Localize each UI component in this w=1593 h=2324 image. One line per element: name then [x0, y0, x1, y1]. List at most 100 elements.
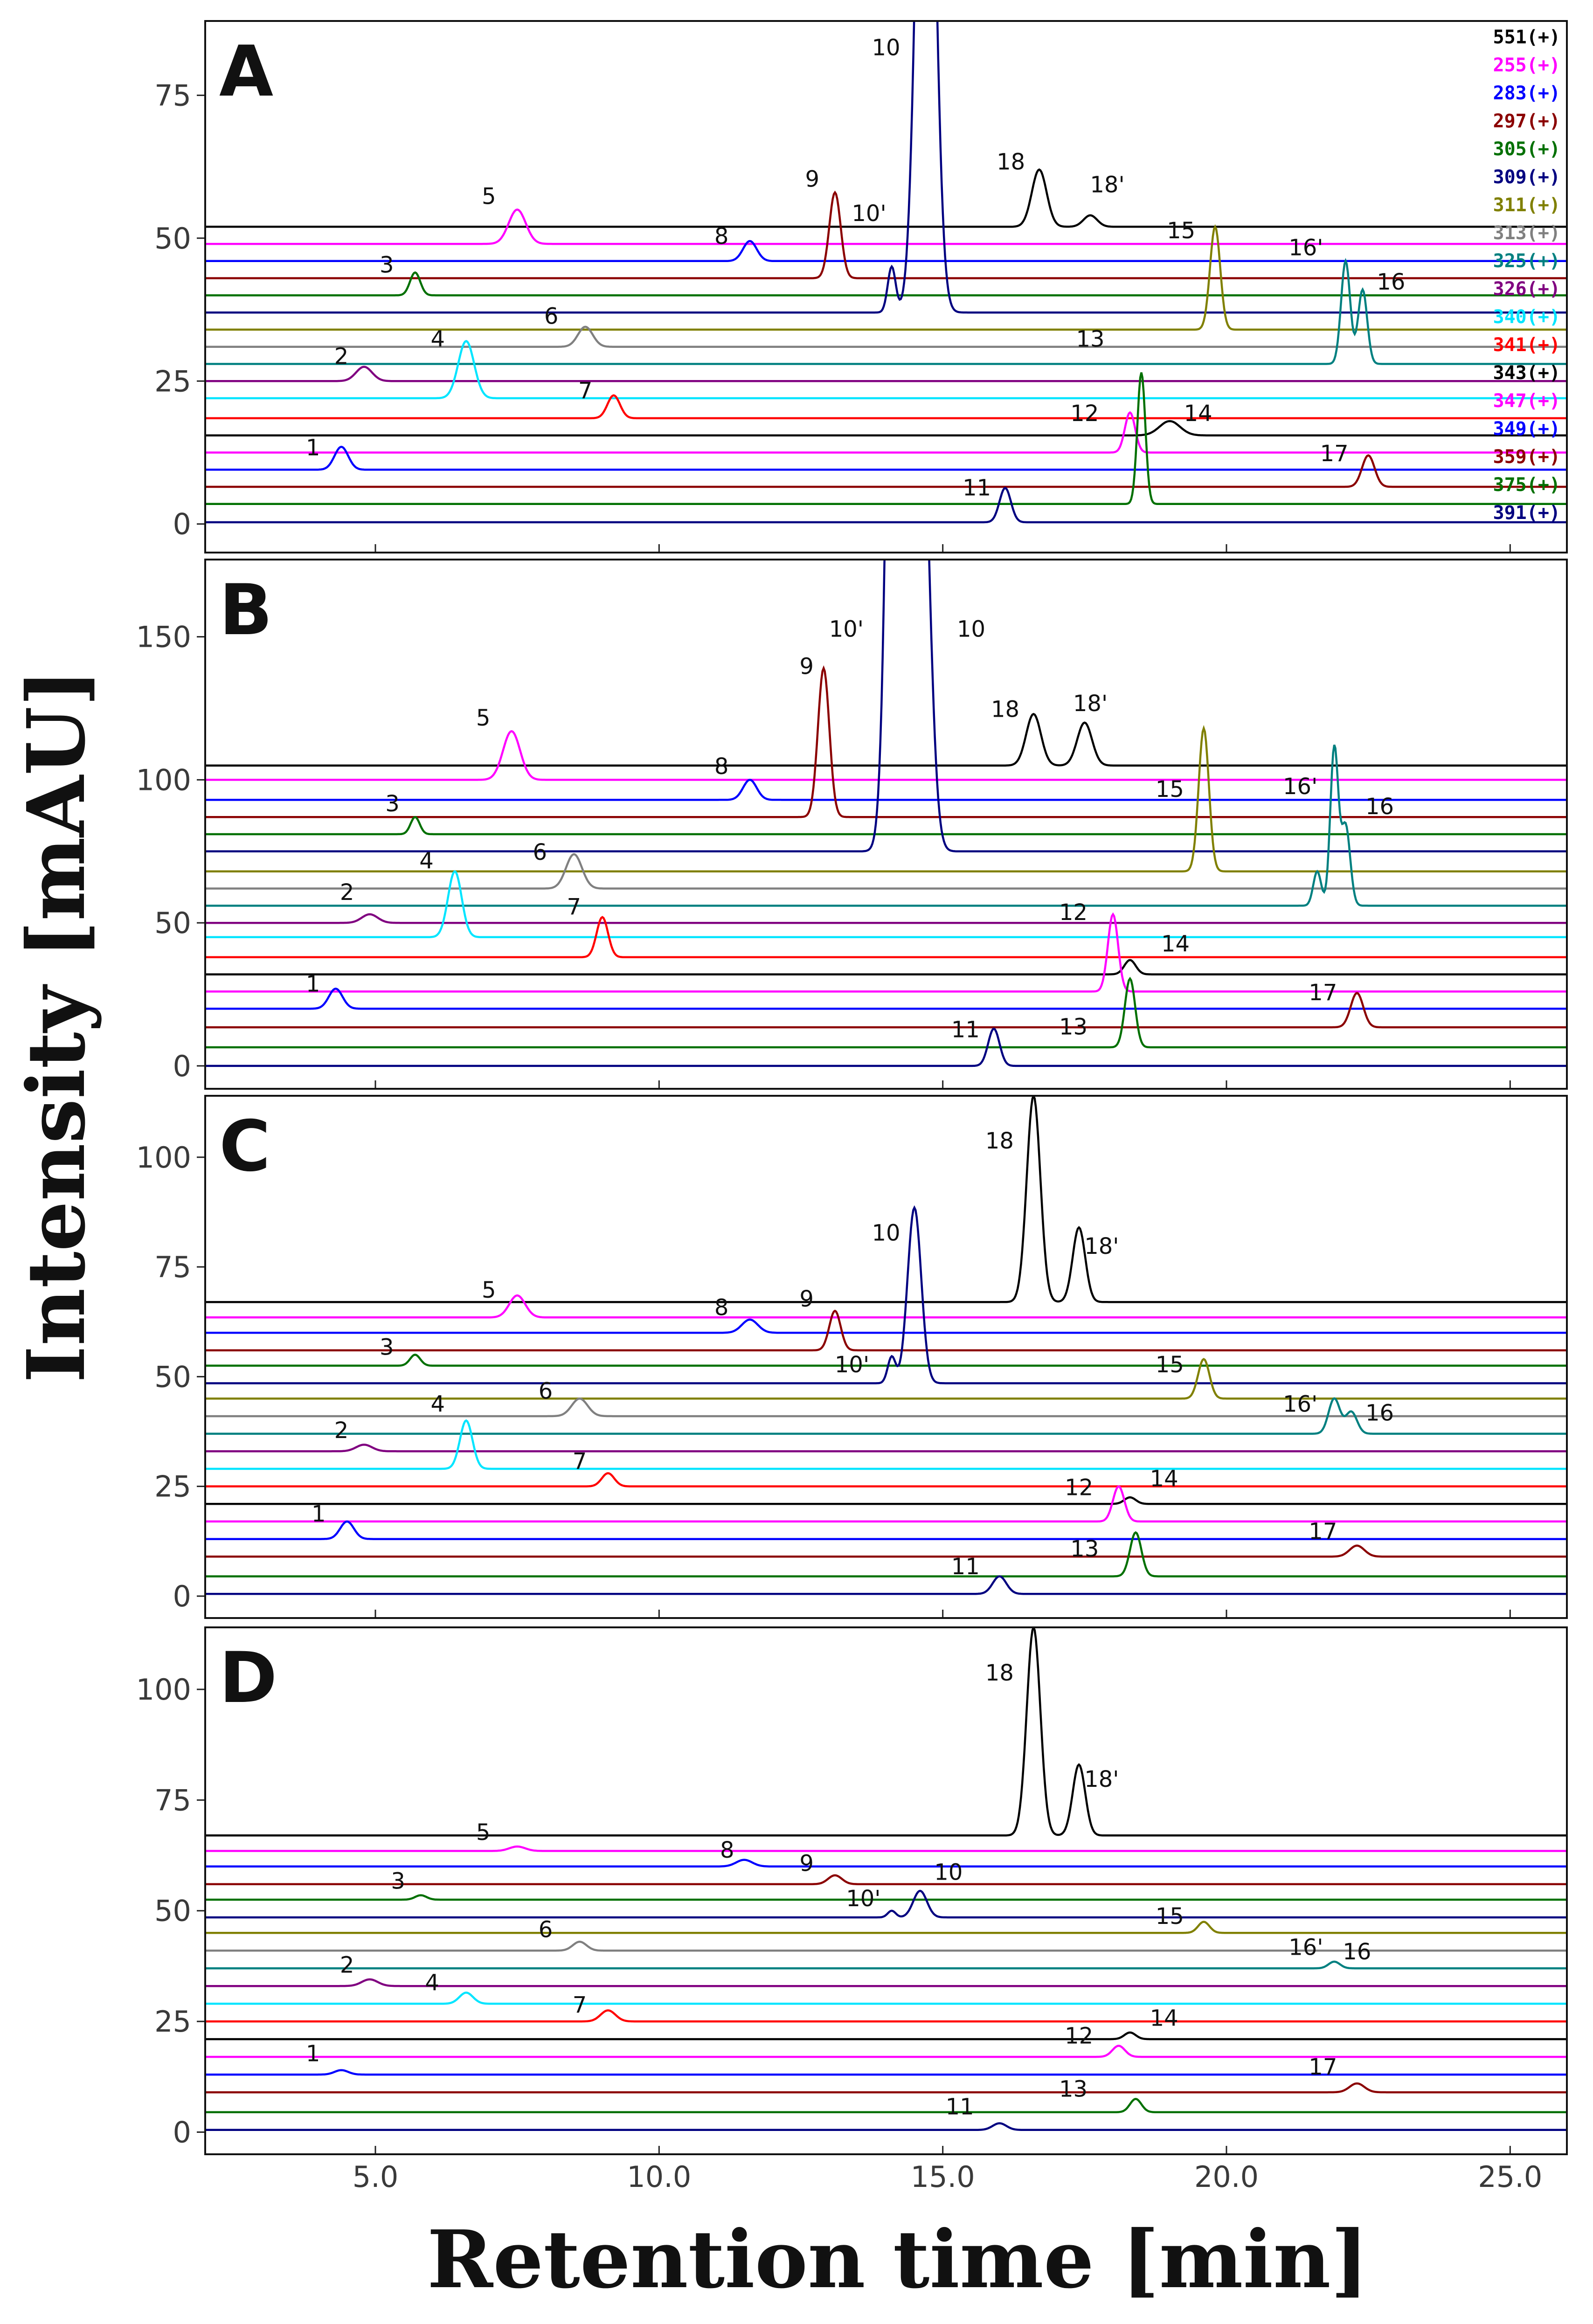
trace-line [205, 976, 1567, 1049]
trace-line [205, 1544, 1567, 1558]
trace-line [205, 1520, 1567, 1540]
panel-frame [204, 1626, 1568, 2155]
peak-label: 4 [425, 1970, 439, 1996]
peak-label: 6 [544, 304, 559, 330]
y-tick-label: 150 [136, 620, 191, 654]
peak-label: 17 [1309, 2054, 1337, 2080]
peak-label: 3 [385, 791, 400, 817]
peak-label: 16' [1288, 235, 1323, 261]
peak-label: 17 [1309, 980, 1337, 1006]
y-tick-label: 75 [154, 1783, 191, 1817]
legend-entry: 551(+) [1493, 27, 1561, 48]
legend-entry: 305(+) [1493, 138, 1561, 160]
trace-line [205, 991, 1567, 1029]
y-tick-label: 100 [136, 763, 191, 797]
trace-line [205, 2045, 1567, 2058]
peak-label: 1 [306, 971, 320, 997]
peak-label: 8 [720, 1837, 734, 1863]
peak-label: 3 [380, 252, 394, 278]
peak-label: 12 [1059, 899, 1087, 926]
trace-line [205, 1978, 1567, 1987]
peak-label: 13 [1059, 2076, 1087, 2103]
panel-letter: B [219, 570, 272, 651]
peak-label: 12 [1070, 401, 1099, 427]
peak-label: 3 [391, 1868, 405, 1894]
y-axis-title: Intensity [mAU] [10, 669, 103, 1383]
peak-label: 1 [306, 2041, 320, 2067]
peak-label: 15 [1167, 218, 1195, 244]
y-tick-label: 75 [154, 78, 191, 112]
trace-line [205, 1627, 1567, 1837]
trace-line [205, 816, 1567, 836]
trace-line [205, 987, 1567, 1010]
legend-entry: 283(+) [1493, 83, 1561, 104]
peak-label: 14 [1161, 931, 1190, 957]
x-tick-label: 25.0 [1478, 2160, 1542, 2194]
legend: 551(+) 255(+) 283(+) 297(+) 305(+) 309(+) 311(… [1493, 27, 1561, 524]
peak-label: 2 [334, 1418, 349, 1444]
peak-label: 16 [1365, 794, 1394, 820]
peak-label: 11 [951, 1017, 980, 1043]
legend-entry: 340(+) [1493, 306, 1561, 328]
peak-label: 9 [799, 1850, 814, 1876]
peak-label: 7 [573, 1448, 587, 1474]
peak-label: 18' [1073, 691, 1108, 717]
trace-line [205, 913, 1567, 924]
peak-label: 18' [1090, 172, 1124, 198]
y-tick-label: 0 [173, 2116, 191, 2150]
trace-line [205, 366, 1567, 382]
peak-label: 10' [852, 201, 886, 227]
trace-line [205, 2097, 1567, 2114]
peak-label: 15 [1156, 1352, 1184, 1378]
trace-line [205, 208, 1567, 245]
peak-label: 6 [539, 1917, 553, 1943]
panel-d: 5.0 10.0 15.0 20.0 25.0 0 25 50 75 100 18 18' 5 8 9 3 10… [136, 1626, 1568, 2194]
trace-line [205, 916, 1567, 959]
peak-label: 6 [539, 1378, 553, 1404]
legend-entry: 326(+) [1493, 278, 1561, 300]
trace-line [205, 1353, 1567, 1367]
trace-line [205, 240, 1567, 263]
peak-label: 10 [872, 35, 900, 61]
y-tick-label: 0 [173, 507, 191, 541]
trace-line [205, 912, 1567, 993]
peak-label: 5 [476, 1819, 491, 1846]
y-tick-label: 50 [154, 221, 191, 256]
trace-line [205, 1894, 1567, 1901]
peak-label: 4 [431, 1391, 445, 1418]
legend-entry: 391(+) [1493, 502, 1561, 524]
trace-line [205, 411, 1567, 454]
y-tick-label: 100 [136, 1673, 191, 1707]
peak-label: 6 [533, 839, 547, 865]
trace-line [205, 1397, 1567, 1418]
peak-label: 18 [985, 1660, 1014, 1686]
peak-label: 1 [306, 435, 320, 461]
peak-label: 13 [1070, 1536, 1099, 1562]
peak-label: 9 [799, 653, 814, 679]
peak-label: 5 [482, 183, 496, 209]
y-tick-label: 75 [154, 1250, 191, 1284]
legend-entry: 347(+) [1493, 390, 1561, 412]
peak-label: 10 [872, 1220, 900, 1246]
trace-line [205, 2009, 1567, 2023]
trace-line [205, 1531, 1567, 1577]
trace-line [205, 1940, 1567, 1952]
legend-entry: 343(+) [1493, 362, 1561, 384]
traces-group [205, 1096, 1567, 1595]
panel-letter: A [219, 31, 273, 112]
peak-label: 16 [1377, 269, 1405, 295]
peak-label: 4 [419, 848, 434, 874]
trace-line [205, 779, 1567, 801]
legend-entry: 313(+) [1493, 222, 1561, 244]
peak-label: 9 [805, 166, 820, 192]
peak-label: 11 [963, 475, 991, 501]
peak-label: 14 [1184, 401, 1212, 427]
trace-line [205, 1318, 1567, 1334]
peak-label: 18 [991, 696, 1019, 722]
trace-line [205, 2069, 1567, 2076]
peak-label: 2 [340, 879, 354, 906]
trace-line [205, 372, 1567, 505]
peak-label: 10 [934, 1859, 963, 1885]
trace-line [205, 1992, 1567, 2005]
peak-label: 15 [1156, 776, 1184, 802]
